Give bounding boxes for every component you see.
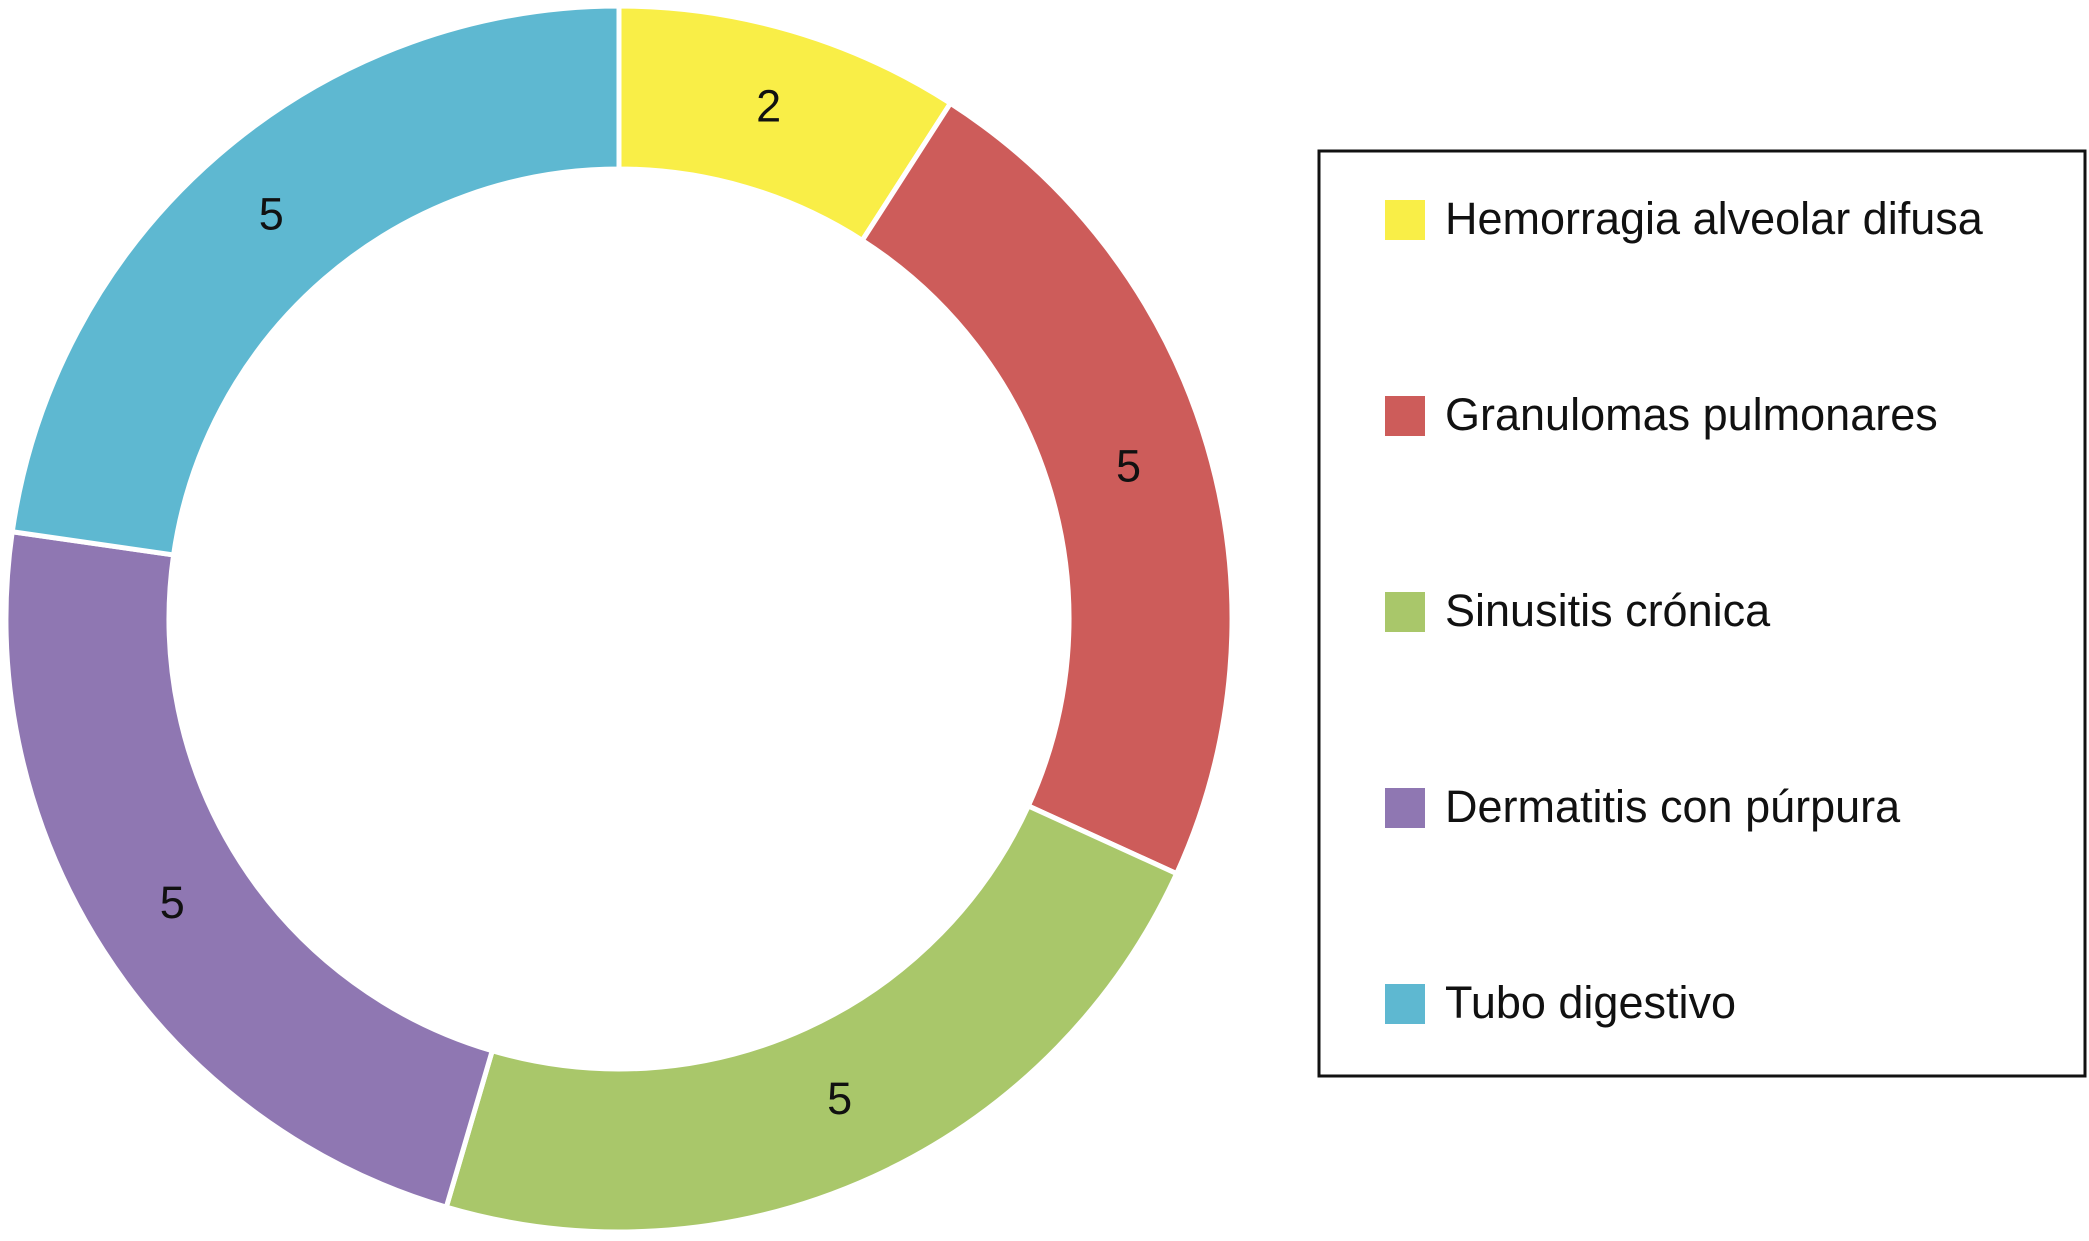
donut-segment	[443, 802, 1180, 1235]
legend-box	[1317, 149, 2087, 1078]
legend-label: Tubo digestivo	[1445, 977, 1736, 1028]
data-label: 2	[756, 80, 781, 131]
donut-segment	[3, 528, 496, 1211]
donut-segment	[858, 99, 1235, 877]
data-label: 5	[160, 877, 185, 928]
data-label: 5	[1116, 440, 1141, 491]
legend-label: Granulomas pulmonares	[1445, 389, 1938, 440]
legend-swatch	[1385, 200, 1425, 240]
legend-label: Hemorragia alveolar difusa	[1445, 193, 1984, 244]
legend-swatch	[1385, 592, 1425, 632]
data-label: 5	[827, 1073, 852, 1124]
legend-label: Sinusitis crónica	[1445, 585, 1771, 636]
legend-swatch	[1385, 984, 1425, 1024]
legend-label: Dermatitis con púrpura	[1445, 781, 1901, 832]
legend-swatch	[1385, 788, 1425, 828]
data-label: 5	[259, 189, 284, 240]
legend-swatch	[1385, 396, 1425, 436]
donut-segment	[9, 3, 622, 558]
